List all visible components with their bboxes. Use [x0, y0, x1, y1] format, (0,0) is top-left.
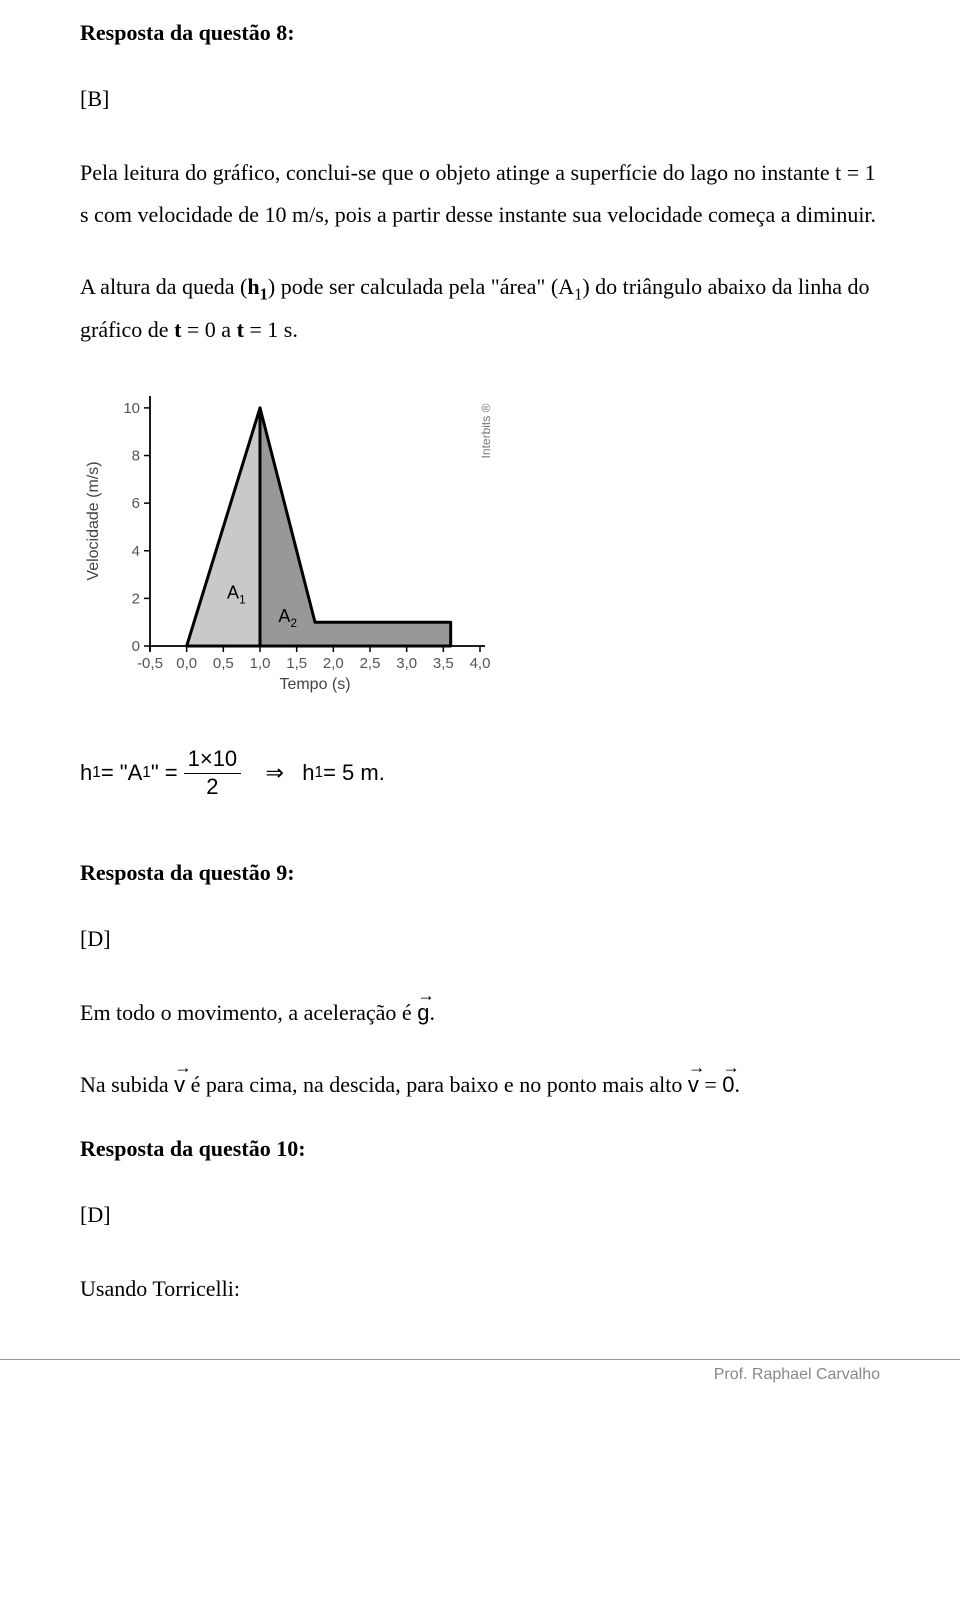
- q8-paragraph-2: A altura da queda (h1) pode ser calculad…: [80, 266, 880, 352]
- eq-a-sub: 1: [142, 764, 151, 782]
- eq-h: h: [302, 760, 314, 786]
- svg-text:1,5: 1,5: [286, 655, 307, 672]
- q9-answer: [D]: [80, 926, 880, 952]
- fraction-numerator: 1×10: [184, 746, 242, 773]
- fraction-denominator: 2: [202, 774, 222, 800]
- svg-text:3,5: 3,5: [433, 655, 454, 672]
- velocity-chart: 0 2 4 6 8 10 -0,5 0,0 0,5 1,0 1,5 2,0 2,5 3,0 3,5 4,0 Ve…: [80, 381, 880, 706]
- q8-paragraph-1: Pela leitura do gráfico, conclui-se que …: [80, 152, 880, 236]
- svg-text:1,0: 1,0: [250, 655, 271, 672]
- q10-answer: [D]: [80, 1202, 880, 1228]
- svg-text:3,0: 3,0: [396, 655, 417, 672]
- q9-line-1: Em todo o movimento, a aceleração é g.: [80, 992, 880, 1034]
- implies: ⇒: [247, 760, 302, 786]
- eq-h: h: [80, 760, 92, 786]
- svg-text:0,5: 0,5: [213, 655, 234, 672]
- svg-text:Velocidade (m/s): Velocidade (m/s): [85, 462, 102, 581]
- text: é para cima, na descida, para baixo e no…: [185, 1072, 688, 1097]
- svg-text:8: 8: [132, 448, 140, 465]
- symbol-h: h: [247, 274, 259, 299]
- text: Na subida: [80, 1072, 174, 1097]
- svg-text:10: 10: [123, 400, 140, 417]
- q10-line: Usando Torricelli:: [80, 1268, 880, 1310]
- page: Resposta da questão 8: [B] Pela leitura …: [0, 0, 960, 1309]
- vector-v: v: [174, 1064, 185, 1106]
- chart-svg: 0 2 4 6 8 10 -0,5 0,0 0,5 1,0 1,5 2,0 2,5 3,0 3,5 4,0 Ve…: [80, 381, 510, 701]
- svg-text:0,0: 0,0: [176, 655, 197, 672]
- svg-text:6: 6: [132, 495, 140, 512]
- q8-answer: [B]: [80, 86, 880, 112]
- eq-text: " =: [151, 760, 178, 786]
- vector-g: g: [417, 992, 429, 1034]
- eq-h-sub: 1: [92, 764, 101, 782]
- text: = 1 s.: [244, 317, 298, 342]
- fraction: 1×10 2: [184, 746, 242, 800]
- svg-text:2,5: 2,5: [360, 655, 381, 672]
- symbol-t: t: [237, 317, 244, 342]
- svg-text:4,0: 4,0: [470, 655, 491, 672]
- q10-heading: Resposta da questão 10:: [80, 1136, 880, 1162]
- svg-text:Interbits ®: Interbits ®: [479, 404, 493, 459]
- text: A altura da queda (: [80, 274, 247, 299]
- vector-zero: 0: [722, 1064, 734, 1106]
- text: Em todo o movimento, a aceleração é: [80, 1000, 417, 1025]
- q9-heading: Resposta da questão 9:: [80, 860, 880, 886]
- svg-text:0: 0: [132, 638, 140, 655]
- svg-text:Tempo (s): Tempo (s): [279, 676, 350, 693]
- svg-text:2: 2: [132, 591, 140, 608]
- vector-v: v: [688, 1064, 699, 1106]
- q9-line-2: Na subida v é para cima, na descida, par…: [80, 1064, 880, 1106]
- eq-h-sub: 1: [315, 764, 324, 782]
- symbol-h-sub: 1: [260, 284, 268, 303]
- eq-text: = "A: [101, 760, 142, 786]
- equation-h1: h1 = "A1" = 1×10 2 ⇒ h1 = 5 m.: [80, 746, 880, 800]
- svg-text:2,0: 2,0: [323, 655, 344, 672]
- q8-heading: Resposta da questão 8:: [80, 20, 880, 46]
- page-footer: Prof. Raphael Carvalho: [0, 1359, 960, 1404]
- eq-result: = 5 m.: [323, 760, 385, 786]
- svg-text:-0,5: -0,5: [137, 655, 163, 672]
- text: ) pode ser calculada pela "área" (A: [268, 274, 574, 299]
- text: = 0 a: [181, 317, 236, 342]
- svg-text:4: 4: [132, 543, 140, 560]
